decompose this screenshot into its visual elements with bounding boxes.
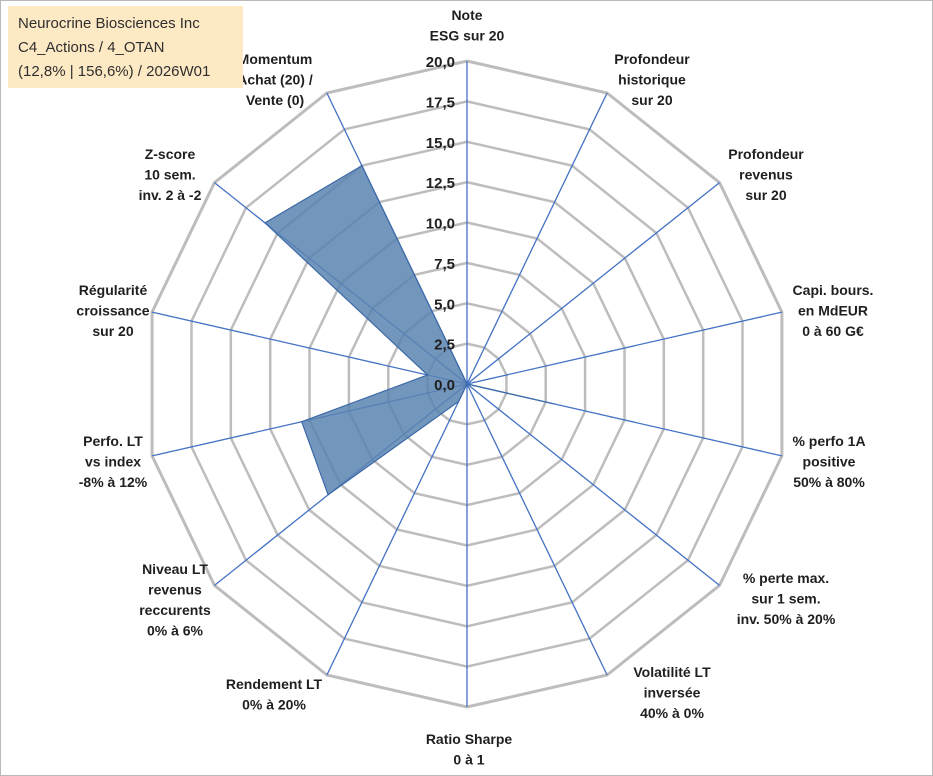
- category-label-line: Ratio Sharpe: [426, 731, 513, 747]
- category-label: Rendement LT 0% à 20%: [226, 676, 323, 713]
- category-label-line: Profondeur: [614, 51, 690, 67]
- category-label-line: Perfo. LT: [83, 433, 143, 449]
- category-label: Perfo. LT vs index -8% à 12%: [79, 433, 148, 490]
- category-label-line: inv. 2 à -2: [139, 187, 202, 203]
- category-label-line: % perte max.: [743, 570, 829, 586]
- category-label-line: reccurents: [139, 602, 211, 618]
- axis-spoke: [466, 383, 720, 586]
- title-stats: (12,8% | 156,6%) / 2026W01: [18, 63, 211, 80]
- category-label-line: en MdEUR: [798, 303, 868, 319]
- category-label-line: ESG sur 20: [430, 28, 505, 44]
- category-label-line: vs index: [85, 454, 141, 470]
- tick-label: 10,0: [426, 216, 455, 233]
- category-label-line: Rendement LT: [226, 676, 323, 692]
- category-label-line: Note: [451, 7, 482, 23]
- category-label: Niveau LT revenus reccurents 0% à 6%: [139, 561, 211, 639]
- chart-title-box: Neurocrine Biosciences Inc C4_Actions / …: [8, 6, 243, 88]
- title-portfolio: C4_Actions / 4_OTAN: [18, 39, 165, 56]
- tick-label: 20,0: [426, 54, 455, 71]
- tick-label: 2,5: [434, 337, 455, 354]
- category-label-line: sur 20: [745, 187, 786, 203]
- category-label-line: positive: [803, 454, 856, 470]
- category-label-line: 40% à 0%: [640, 705, 704, 721]
- title-company: Neurocrine Biosciences Inc: [18, 15, 200, 32]
- category-label: Profondeur revenus sur 20: [728, 146, 804, 203]
- category-label: % perfo 1A positive 50% à 80%: [792, 433, 865, 490]
- category-label-line: 0 à 60 G€: [802, 323, 864, 339]
- category-label-line: inv. 50% à 20%: [737, 611, 836, 627]
- category-label-line: Momentum: [238, 51, 313, 67]
- category-label-line: croissance: [76, 303, 149, 319]
- category-label-line: sur 20: [92, 323, 133, 339]
- category-label-line: revenus: [739, 167, 793, 183]
- category-label: Z-score 10 sem. inv. 2 à -2: [139, 146, 202, 203]
- series-area: [264, 164, 554, 496]
- category-label-line: inversée: [644, 685, 701, 701]
- tick-label: 0,0: [434, 377, 455, 394]
- category-label-line: Capi. bours.: [793, 282, 874, 298]
- category-labels: Note ESG sur 20 Profondeur historique sur 20…: [76, 7, 873, 768]
- tick-label: 5,0: [434, 296, 455, 313]
- axis-spoke: [326, 383, 468, 676]
- category-label-line: 0% à 20%: [242, 697, 306, 713]
- radial-tick-labels: 0,0 2,5 5,0 7,5 10,0 12,5 15,0 17,5 20,0: [426, 54, 455, 394]
- category-label-line: Profondeur: [728, 146, 804, 162]
- category-label-line: -8% à 12%: [79, 474, 148, 490]
- axis-spoke: [466, 92, 608, 385]
- category-label-line: 50% à 80%: [793, 474, 865, 490]
- tick-label: 12,5: [426, 175, 455, 192]
- radar-series: [264, 164, 554, 496]
- category-label-line: sur 1 sem.: [751, 591, 820, 607]
- category-label: Volatilité LT inversée 40% à 0%: [633, 664, 711, 721]
- tick-label: 17,5: [426, 94, 455, 111]
- category-label-line: Achat (20) /: [237, 72, 313, 88]
- category-label-line: historique: [618, 72, 686, 88]
- axis-spoke: [466, 383, 608, 676]
- category-label-line: sur 20: [631, 92, 672, 108]
- category-label-line: 0 à 1: [453, 752, 484, 768]
- axis-spoke: [466, 311, 783, 385]
- category-label-line: Volatilité LT: [633, 664, 711, 680]
- category-label: Capi. bours. en MdEUR 0 à 60 G€: [793, 282, 874, 339]
- category-label: Ratio Sharpe 0 à 1: [426, 731, 513, 768]
- category-label-line: revenus: [148, 582, 202, 598]
- category-label: % perte max. sur 1 sem. inv. 50% à 20%: [737, 570, 836, 627]
- category-label: Régularité croissance sur 20: [76, 282, 149, 339]
- category-label-line: Z-score: [145, 146, 196, 162]
- category-label: Momentum Achat (20) / Vente (0): [237, 51, 313, 108]
- category-label: Profondeur historique sur 20: [614, 51, 690, 108]
- tick-label: 15,0: [426, 135, 455, 152]
- category-label-line: Niveau LT: [142, 561, 208, 577]
- category-label-line: 10 sem.: [144, 167, 195, 183]
- category-label-line: % perfo 1A: [792, 433, 865, 449]
- category-label-line: 0% à 6%: [147, 623, 204, 639]
- axis-spoke: [466, 182, 720, 385]
- category-label: Note ESG sur 20: [430, 7, 505, 44]
- axis-spoke: [151, 311, 468, 385]
- category-label-line: Vente (0): [246, 92, 304, 108]
- category-label-line: Régularité: [79, 282, 148, 298]
- tick-label: 7,5: [434, 256, 455, 273]
